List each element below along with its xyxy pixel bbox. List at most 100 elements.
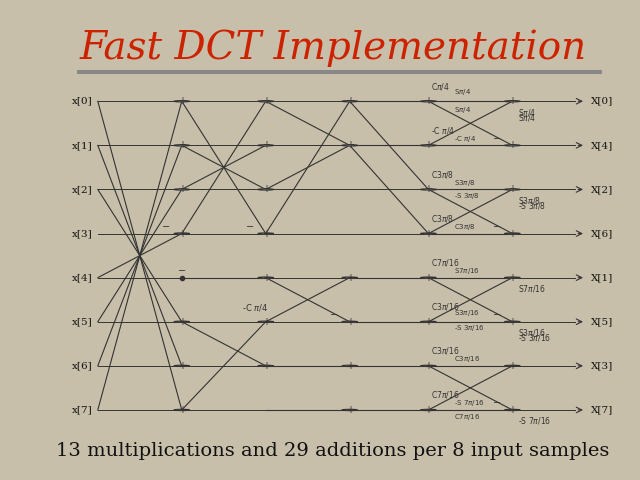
Circle shape <box>420 321 436 323</box>
Circle shape <box>420 101 436 102</box>
Circle shape <box>342 101 358 102</box>
Text: C3$\pi$/8: C3$\pi$/8 <box>431 169 454 180</box>
Text: -S 3$\pi$/8: -S 3$\pi$/8 <box>518 200 545 211</box>
Circle shape <box>258 277 274 278</box>
Text: +: + <box>424 184 433 194</box>
Circle shape <box>504 321 520 323</box>
Text: +: + <box>508 140 516 150</box>
Circle shape <box>504 365 520 367</box>
Circle shape <box>258 144 274 146</box>
Circle shape <box>420 277 436 278</box>
Circle shape <box>504 409 520 410</box>
Circle shape <box>420 233 436 234</box>
Text: x[0]: x[0] <box>72 97 93 106</box>
Text: X[4]: X[4] <box>591 141 613 150</box>
Circle shape <box>504 277 520 278</box>
Text: -C $\pi$/4: -C $\pi$/4 <box>242 302 268 313</box>
Text: S3$\pi$/8: S3$\pi$/8 <box>518 195 540 206</box>
Text: +: + <box>262 361 269 371</box>
Text: X[1]: X[1] <box>591 273 613 282</box>
Circle shape <box>504 101 520 102</box>
Text: −: − <box>246 222 254 232</box>
Text: C3$\pi$/16: C3$\pi$/16 <box>431 345 460 356</box>
Text: +: + <box>262 140 269 150</box>
Text: +: + <box>508 96 516 106</box>
Text: +: + <box>508 317 516 327</box>
Text: S$\pi$/4: S$\pi$/4 <box>454 105 470 115</box>
Text: +: + <box>508 184 516 194</box>
Circle shape <box>420 144 436 146</box>
Text: +: + <box>346 96 354 106</box>
Text: X[2]: X[2] <box>591 185 613 194</box>
Text: C3$\pi$/8: C3$\pi$/8 <box>454 222 475 232</box>
Text: C3$\pi$/8: C3$\pi$/8 <box>431 213 454 224</box>
Circle shape <box>504 233 520 234</box>
Text: −: − <box>493 310 500 320</box>
Text: S7$\pi$/16: S7$\pi$/16 <box>454 266 479 276</box>
Circle shape <box>174 365 189 367</box>
Circle shape <box>174 409 189 410</box>
Text: X[0]: X[0] <box>591 97 613 106</box>
Text: +: + <box>346 317 354 327</box>
Circle shape <box>504 144 520 146</box>
Circle shape <box>258 233 274 234</box>
Text: x[1]: x[1] <box>72 141 93 150</box>
Text: +: + <box>424 317 433 327</box>
Text: −: − <box>493 398 500 408</box>
Text: −: − <box>493 222 500 232</box>
Text: S$\pi$/4: S$\pi$/4 <box>454 87 470 97</box>
Text: -C $\pi$/4: -C $\pi$/4 <box>431 125 455 136</box>
Text: +: + <box>178 405 186 415</box>
Circle shape <box>420 365 436 367</box>
Circle shape <box>342 365 358 367</box>
Text: +: + <box>262 317 269 327</box>
Text: +: + <box>346 140 354 150</box>
Circle shape <box>174 233 189 234</box>
Text: -S 3$\pi$/16: -S 3$\pi$/16 <box>454 324 484 334</box>
Text: C7$\pi$/16: C7$\pi$/16 <box>454 411 480 421</box>
Text: +: + <box>262 184 269 194</box>
Text: X[6]: X[6] <box>591 229 613 238</box>
Text: -S 3$\pi$/16: -S 3$\pi$/16 <box>518 332 551 343</box>
Circle shape <box>342 409 358 410</box>
Text: X[7]: X[7] <box>591 406 613 414</box>
Text: +: + <box>178 140 186 150</box>
Text: +: + <box>424 405 433 415</box>
Text: S3$\pi$/16: S3$\pi$/16 <box>454 308 479 318</box>
Text: +: + <box>178 184 186 194</box>
Text: +: + <box>346 273 354 283</box>
Text: S$\pi$/4: S$\pi$/4 <box>518 112 536 123</box>
Circle shape <box>258 321 274 323</box>
Circle shape <box>174 189 189 190</box>
Text: C7$\pi$/16: C7$\pi$/16 <box>431 389 460 400</box>
Circle shape <box>174 321 189 323</box>
Text: +: + <box>508 273 516 283</box>
Text: +: + <box>178 317 186 327</box>
Text: x[7]: x[7] <box>72 406 93 414</box>
Text: +: + <box>424 96 433 106</box>
Text: +: + <box>508 361 516 371</box>
Text: +: + <box>178 361 186 371</box>
Text: x[6]: x[6] <box>72 361 93 371</box>
Circle shape <box>420 409 436 410</box>
Text: C3$\pi$/16: C3$\pi$/16 <box>454 354 480 364</box>
Text: +: + <box>346 361 354 371</box>
Circle shape <box>504 189 520 190</box>
Text: +: + <box>508 405 516 415</box>
Text: x[5]: x[5] <box>72 317 93 326</box>
Text: +: + <box>346 405 354 415</box>
Text: S$\pi$/4: S$\pi$/4 <box>518 107 536 118</box>
Circle shape <box>174 144 189 146</box>
Circle shape <box>342 321 358 323</box>
Text: -S 3$\pi$/8: -S 3$\pi$/8 <box>454 191 479 201</box>
Text: S7$\pi$/16: S7$\pi$/16 <box>518 283 546 294</box>
Text: −: − <box>162 222 170 232</box>
Circle shape <box>342 277 358 278</box>
Text: +: + <box>178 228 186 239</box>
Circle shape <box>258 189 274 190</box>
Text: 13 multiplications and 29 additions per 8 input samples: 13 multiplications and 29 additions per … <box>56 442 609 460</box>
Text: C7$\pi$/16: C7$\pi$/16 <box>431 257 460 268</box>
Text: -S 7$\pi$/16: -S 7$\pi$/16 <box>518 415 551 426</box>
Text: -S 7$\pi$/16: -S 7$\pi$/16 <box>454 398 484 408</box>
Text: S3$\pi$/16: S3$\pi$/16 <box>518 327 546 338</box>
